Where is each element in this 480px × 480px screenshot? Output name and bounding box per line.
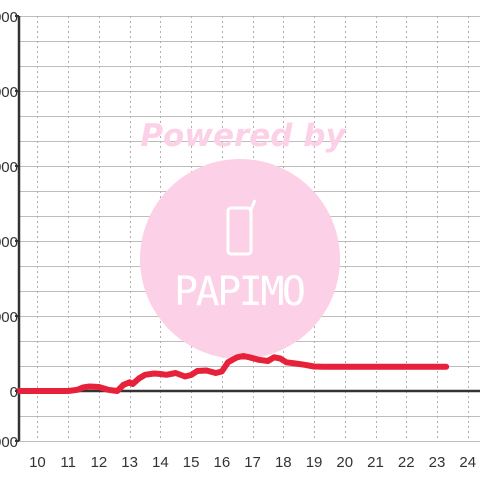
- papimo-watermark: Powered by PAPIMO: [140, 118, 347, 359]
- x-tick-label: 20: [336, 454, 353, 471]
- grid-lines: [19, 16, 480, 442]
- x-tick-label: 12: [91, 454, 108, 471]
- y-tick-label: 150,000: [0, 9, 18, 26]
- x-tick-label: 21: [367, 454, 384, 471]
- x-tick-label: 18: [275, 454, 292, 471]
- x-tick-label: 11: [60, 454, 76, 471]
- y-tick-label: -20,000: [0, 434, 18, 451]
- axes: [15, 15, 480, 442]
- watermark-brand-text: PAPIMO: [174, 269, 306, 315]
- y-tick-label: 120,000: [0, 84, 18, 101]
- y-tick-label: 60,000: [0, 234, 18, 251]
- x-tick-label: 14: [152, 454, 169, 471]
- x-tick-label: 15: [183, 454, 200, 471]
- y-tick-label: 0: [10, 384, 18, 401]
- y-tick-label: 30,000: [0, 309, 18, 326]
- x-tick-label: 10: [29, 454, 46, 471]
- x-tick-label: 17: [244, 454, 261, 471]
- tick-labels: 150,000 120,000 90,000 60,000 30,000 0 -20,000…: [0, 9, 476, 471]
- x-tick-label: 24: [459, 454, 476, 471]
- x-tick-label: 16: [213, 454, 230, 471]
- watermark-powered-by-text: Powered by: [140, 118, 347, 154]
- phone-icon: [226, 199, 257, 256]
- x-tick-label: 19: [306, 454, 323, 471]
- y-tick-label: 90,000: [0, 159, 18, 176]
- x-tick-label: 23: [429, 454, 446, 471]
- x-tick-label: 22: [398, 454, 415, 471]
- series-line: [16, 353, 450, 394]
- series-layer: [16, 353, 450, 394]
- x-tick-label: 13: [121, 454, 138, 471]
- watermark-circle: [140, 159, 340, 359]
